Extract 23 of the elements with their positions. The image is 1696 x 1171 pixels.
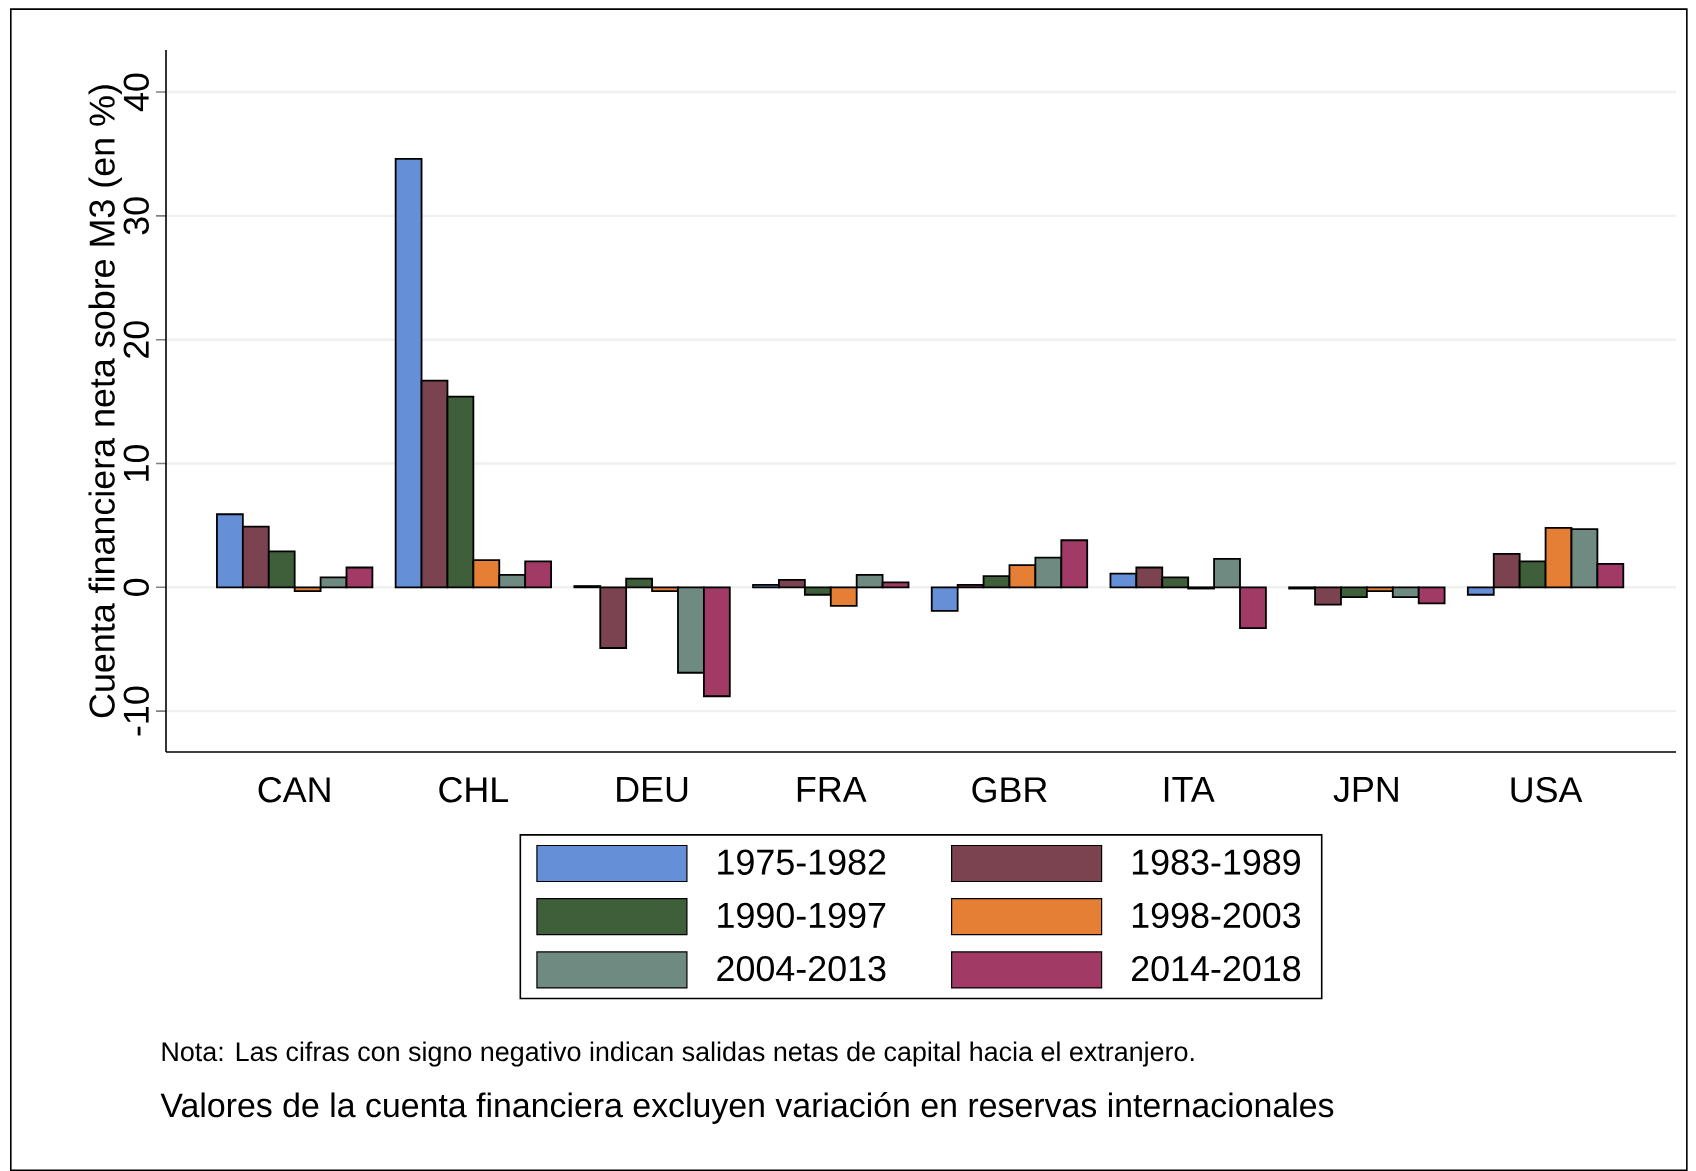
x-tick-label: JPN bbox=[1333, 777, 1398, 803]
x-tick-label: CHL bbox=[439, 777, 509, 803]
legend-label: 2014-2018 bbox=[1132, 955, 1301, 982]
y-tick-label: 30 bbox=[123, 197, 149, 235]
text: Valores de la cuenta financiera excluyen variación en reservas internacionales bbox=[160, 1092, 1334, 1125]
legend-label: 2004-2013 bbox=[717, 955, 886, 982]
legend-label: 1998-2003 bbox=[1132, 902, 1301, 929]
legend-label: 1975-1982 bbox=[718, 849, 886, 875]
x-tick-label: GBR bbox=[972, 777, 1047, 803]
x-tick-label: FRA bbox=[797, 777, 867, 802]
x-tick-label: USA bbox=[1511, 777, 1583, 803]
y-axis-title: Cuenta financiera neta sobre M3 (en %) bbox=[88, 85, 122, 718]
y-tick-label: 10 bbox=[123, 444, 149, 481]
y-tick-label: 0 bbox=[123, 578, 149, 596]
x-tick-label: ITA bbox=[1164, 777, 1215, 802]
text: Nota: Las cifras con signo negativo indican salidas netas de capital hacia el extranjero. bbox=[162, 1041, 1194, 1067]
legend-label: 1983-1989 bbox=[1132, 849, 1300, 875]
y-tick-label: 40 bbox=[123, 73, 149, 112]
y-tick-label: 20 bbox=[123, 321, 149, 358]
x-tick-label: DEU bbox=[617, 777, 688, 803]
x-tick-label: CAN bbox=[258, 777, 330, 803]
legend-label: 1990-1997 bbox=[718, 902, 886, 929]
y-tick-label: -10 bbox=[123, 686, 149, 736]
